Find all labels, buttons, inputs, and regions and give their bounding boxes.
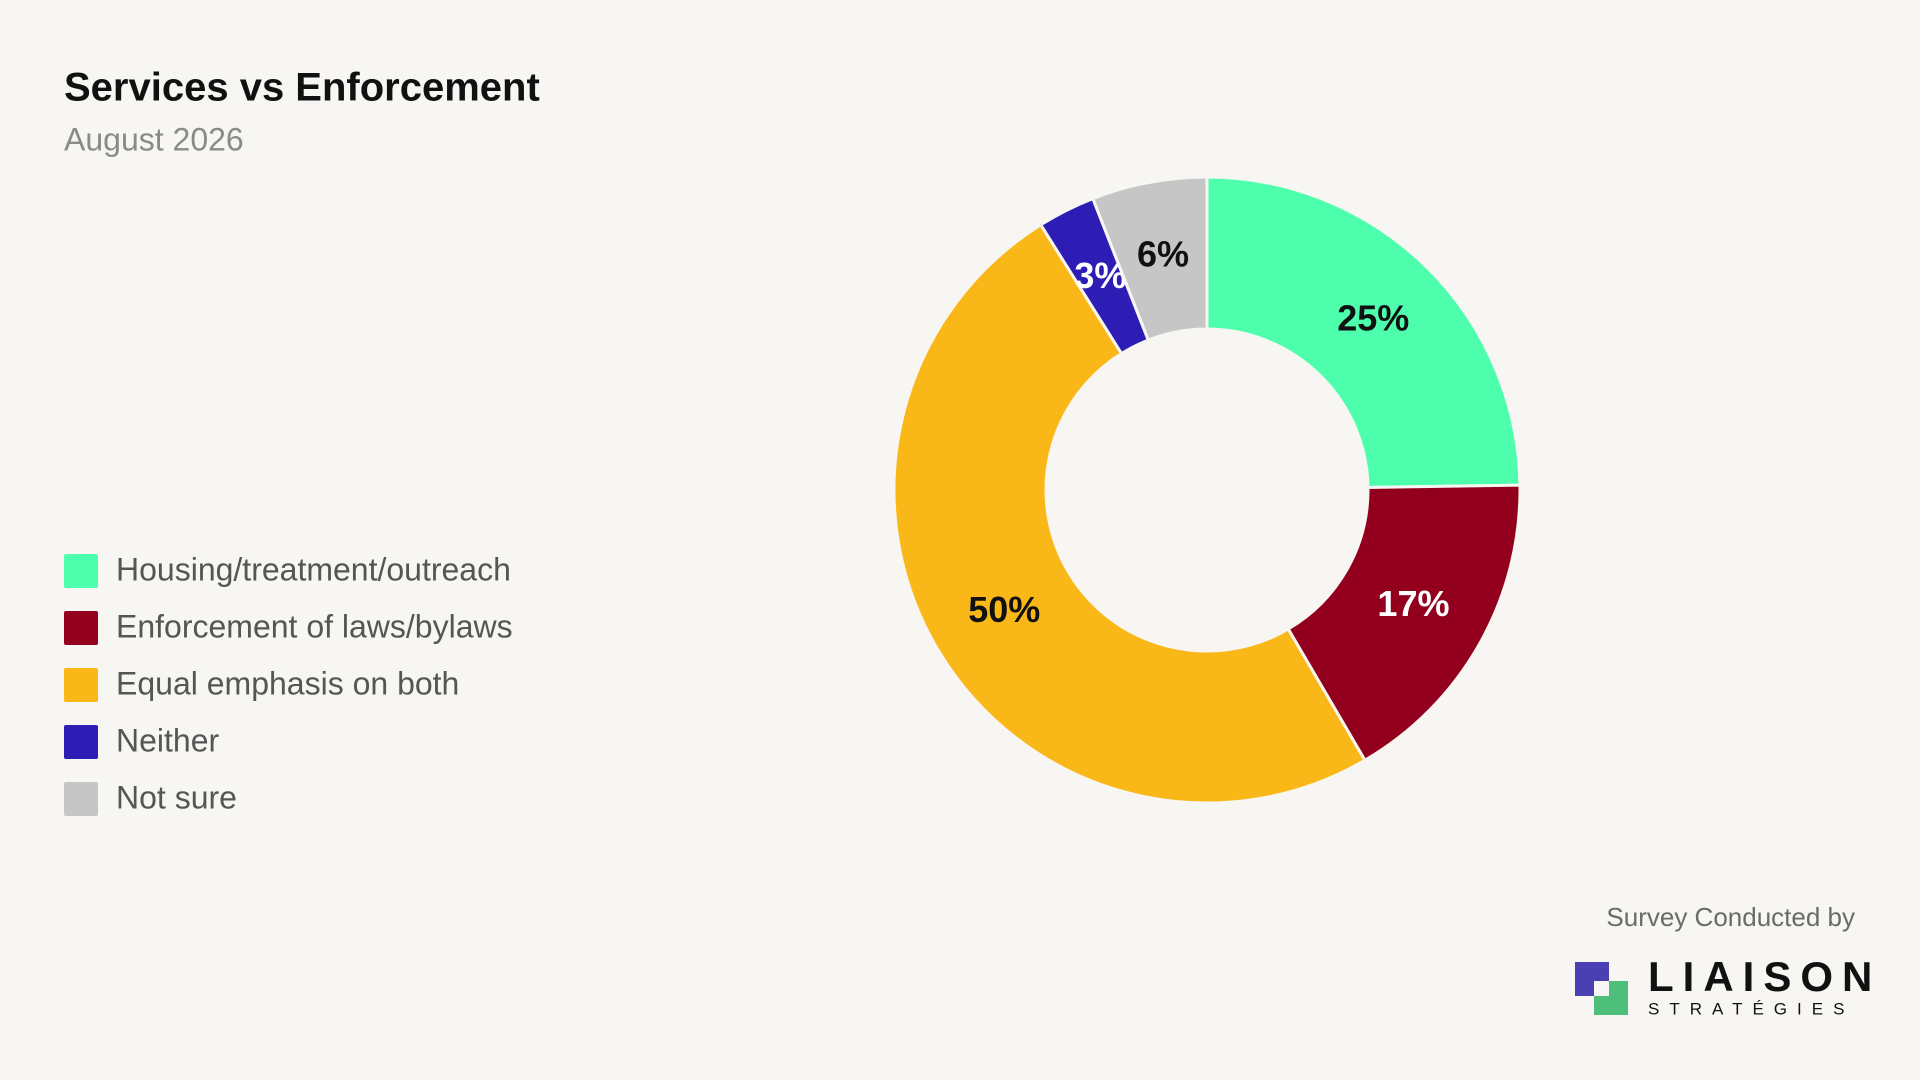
data-label: 6%	[1137, 234, 1189, 275]
legend-label: Not sure	[116, 779, 237, 815]
data-label: 50%	[968, 589, 1040, 630]
legend-swatch	[64, 782, 98, 816]
legend: Housing/treatment/outreach Enforcement of…	[64, 551, 513, 816]
donut-slice	[1286, 483, 1522, 763]
donut: 25%17%50%3%6%	[892, 175, 1522, 805]
chart-subtitle: August 2026	[64, 121, 244, 157]
chart-title: Services vs Enforcement	[64, 66, 540, 110]
legend-swatch	[64, 611, 98, 645]
logo-name: LIAISON	[1648, 953, 1881, 1000]
logo: LIAISON STRATÉGIES	[1575, 953, 1881, 1018]
legend-swatch	[64, 725, 98, 759]
credit: Survey Conducted by	[1606, 902, 1855, 932]
data-label: 25%	[1337, 298, 1409, 339]
legend-label: Housing/treatment/outreach	[116, 551, 511, 587]
legend-label: Equal emphasis on both	[116, 665, 459, 701]
data-label: 17%	[1377, 583, 1449, 624]
legend-swatch	[64, 554, 98, 588]
donut-slice	[1205, 175, 1522, 490]
legend-swatch	[64, 668, 98, 702]
donut-slice	[892, 222, 1367, 805]
legend-label: Neither	[116, 722, 220, 758]
legend-label: Enforcement of laws/bylaws	[116, 608, 513, 644]
donut-slice	[1090, 175, 1209, 343]
logo-sub: STRATÉGIES	[1648, 999, 1854, 1018]
logo-square	[1594, 981, 1609, 996]
